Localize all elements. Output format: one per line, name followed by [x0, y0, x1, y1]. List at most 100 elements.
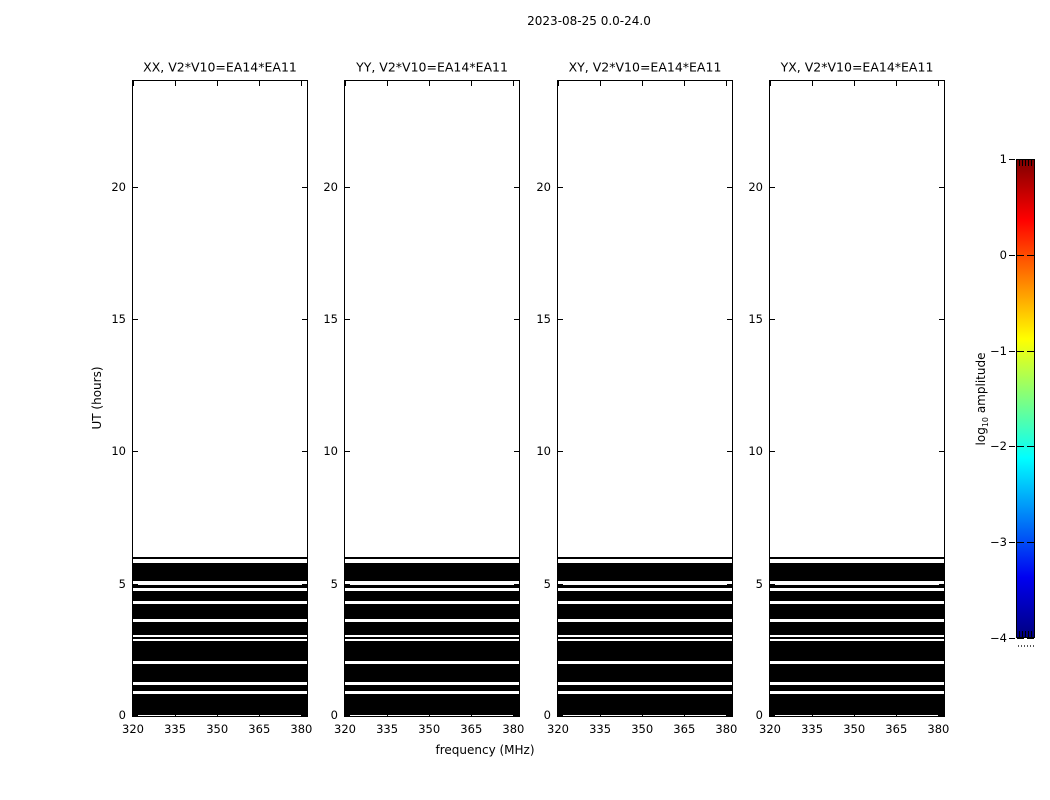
x-tick: [600, 711, 602, 716]
x-tick-label: 350: [418, 722, 441, 736]
y-tick-label: 5: [543, 576, 551, 591]
data-band: [558, 663, 732, 683]
y-tick: [770, 715, 775, 716]
y-tick-label: 20: [748, 179, 763, 194]
x-tick: [513, 81, 515, 86]
data-band: [133, 585, 307, 589]
colorbar-minortick-bottom: [1031, 631, 1032, 637]
heatmap-panel-1: [132, 80, 308, 717]
data-band: [558, 556, 732, 560]
x-tick-label: 380: [290, 722, 313, 736]
x-tick: [217, 711, 219, 716]
data-band: [770, 641, 944, 661]
x-tick: [938, 711, 940, 716]
data-band: [345, 562, 519, 581]
colorbar-underflow-dot: [1027, 645, 1028, 647]
y-tick: [727, 186, 732, 188]
y-tick: [514, 186, 519, 188]
x-tick: [301, 711, 303, 716]
colorbar-label-amplitude: amplitude: [973, 352, 988, 417]
data-band: [345, 663, 519, 683]
y-tick: [939, 583, 944, 585]
y-tick-label: 5: [330, 576, 338, 591]
y-tick-label: 15: [323, 312, 338, 327]
colorbar-tick: [1027, 542, 1034, 544]
colorbar-minortick-top: [1019, 160, 1020, 166]
colorbar-tick: [1017, 254, 1024, 256]
x-tick-label: 365: [885, 722, 908, 736]
y-tick: [558, 583, 563, 585]
data-band: [770, 685, 944, 692]
colorbar-tick-label: −1: [990, 343, 1007, 358]
x-tick-label: 320: [547, 722, 569, 736]
colorbar-tick: [1027, 446, 1034, 448]
y-tick-label: 0: [543, 708, 551, 722]
y-tick: [345, 451, 350, 453]
colorbar-minortick-top: [1028, 160, 1029, 166]
y-tick: [514, 583, 519, 585]
y-tick-label: 10: [323, 444, 338, 459]
y-tick: [514, 319, 519, 321]
y-tick: [558, 319, 563, 321]
x-tick-label: 380: [502, 722, 525, 736]
x-tick-label: 365: [460, 722, 483, 736]
data-band: [558, 685, 732, 692]
x-tick-label: 335: [164, 722, 187, 736]
y-tick: [514, 451, 519, 453]
colorbar-underflow-dot: [1024, 645, 1025, 647]
data-band: [345, 685, 519, 692]
data-band: [558, 636, 732, 639]
colorbar-gradient: [1016, 159, 1035, 638]
y-tick: [939, 319, 944, 321]
x-tick-label: 320: [334, 722, 356, 736]
colorbar-minortick-bottom: [1025, 631, 1026, 637]
colorbar-tick: [1017, 446, 1024, 448]
colorbar-label-log: log: [973, 427, 988, 446]
x-tick: [770, 711, 771, 716]
y-tick: [133, 451, 138, 453]
x-tick: [854, 711, 856, 716]
heatmap-panel-4: [769, 80, 945, 717]
colorbar-tick: [1017, 350, 1024, 352]
data-band: [770, 604, 944, 619]
colorbar-label-sub10: 10: [981, 416, 991, 428]
colorbar-tick: [1027, 254, 1034, 256]
data-band: [770, 585, 944, 589]
data-band: [770, 591, 944, 601]
data-band: [133, 562, 307, 581]
x-tick: [854, 81, 856, 86]
data-band: [770, 693, 944, 716]
y-tick: [302, 583, 307, 585]
data-band: [345, 693, 519, 716]
colorbar-label: log10 amplitude: [974, 353, 990, 446]
x-tick: [259, 81, 261, 86]
y-tick-label: 5: [755, 576, 763, 591]
y-tick: [727, 451, 732, 453]
data-band: [345, 591, 519, 601]
data-band: [558, 693, 732, 716]
data-band: [345, 604, 519, 619]
x-tick: [770, 81, 771, 86]
data-band: [133, 622, 307, 636]
y-tick: [558, 186, 563, 188]
y-tick-label: 20: [111, 179, 126, 194]
x-tick: [812, 81, 814, 86]
colorbar-tick-label: 0: [999, 247, 1007, 262]
y-tick: [302, 319, 307, 321]
y-tick-label: 10: [536, 444, 551, 459]
y-tick: [727, 319, 732, 321]
colorbar-tick-label: −2: [990, 439, 1007, 454]
data-band: [345, 622, 519, 636]
panel-title-1: XX, V2*V10=EA14*EA11: [143, 59, 297, 75]
colorbar-underflow-dot: [1021, 645, 1022, 647]
colorbar-tick: [1027, 159, 1034, 160]
x-tick: [471, 81, 473, 86]
data-band: [133, 556, 307, 560]
y-tick: [770, 186, 775, 188]
y-tick-label: 10: [111, 444, 126, 459]
colorbar-minortick-top: [1025, 160, 1026, 166]
colorbar-tick-label: −3: [990, 535, 1007, 550]
data-band: [133, 641, 307, 661]
x-axis-label: frequency (MHz): [435, 743, 535, 757]
x-tick: [259, 711, 261, 716]
